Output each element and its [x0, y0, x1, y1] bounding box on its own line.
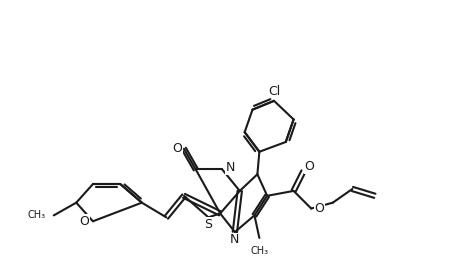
Text: O: O	[314, 202, 324, 215]
Text: CH₃: CH₃	[250, 246, 268, 256]
Text: N: N	[230, 233, 240, 246]
Text: N: N	[225, 161, 234, 174]
Text: O: O	[172, 142, 182, 155]
Text: S: S	[204, 218, 213, 231]
Text: O: O	[79, 215, 89, 228]
Text: O: O	[305, 160, 314, 173]
Text: Cl: Cl	[268, 85, 280, 98]
Text: CH₃: CH₃	[28, 210, 46, 221]
